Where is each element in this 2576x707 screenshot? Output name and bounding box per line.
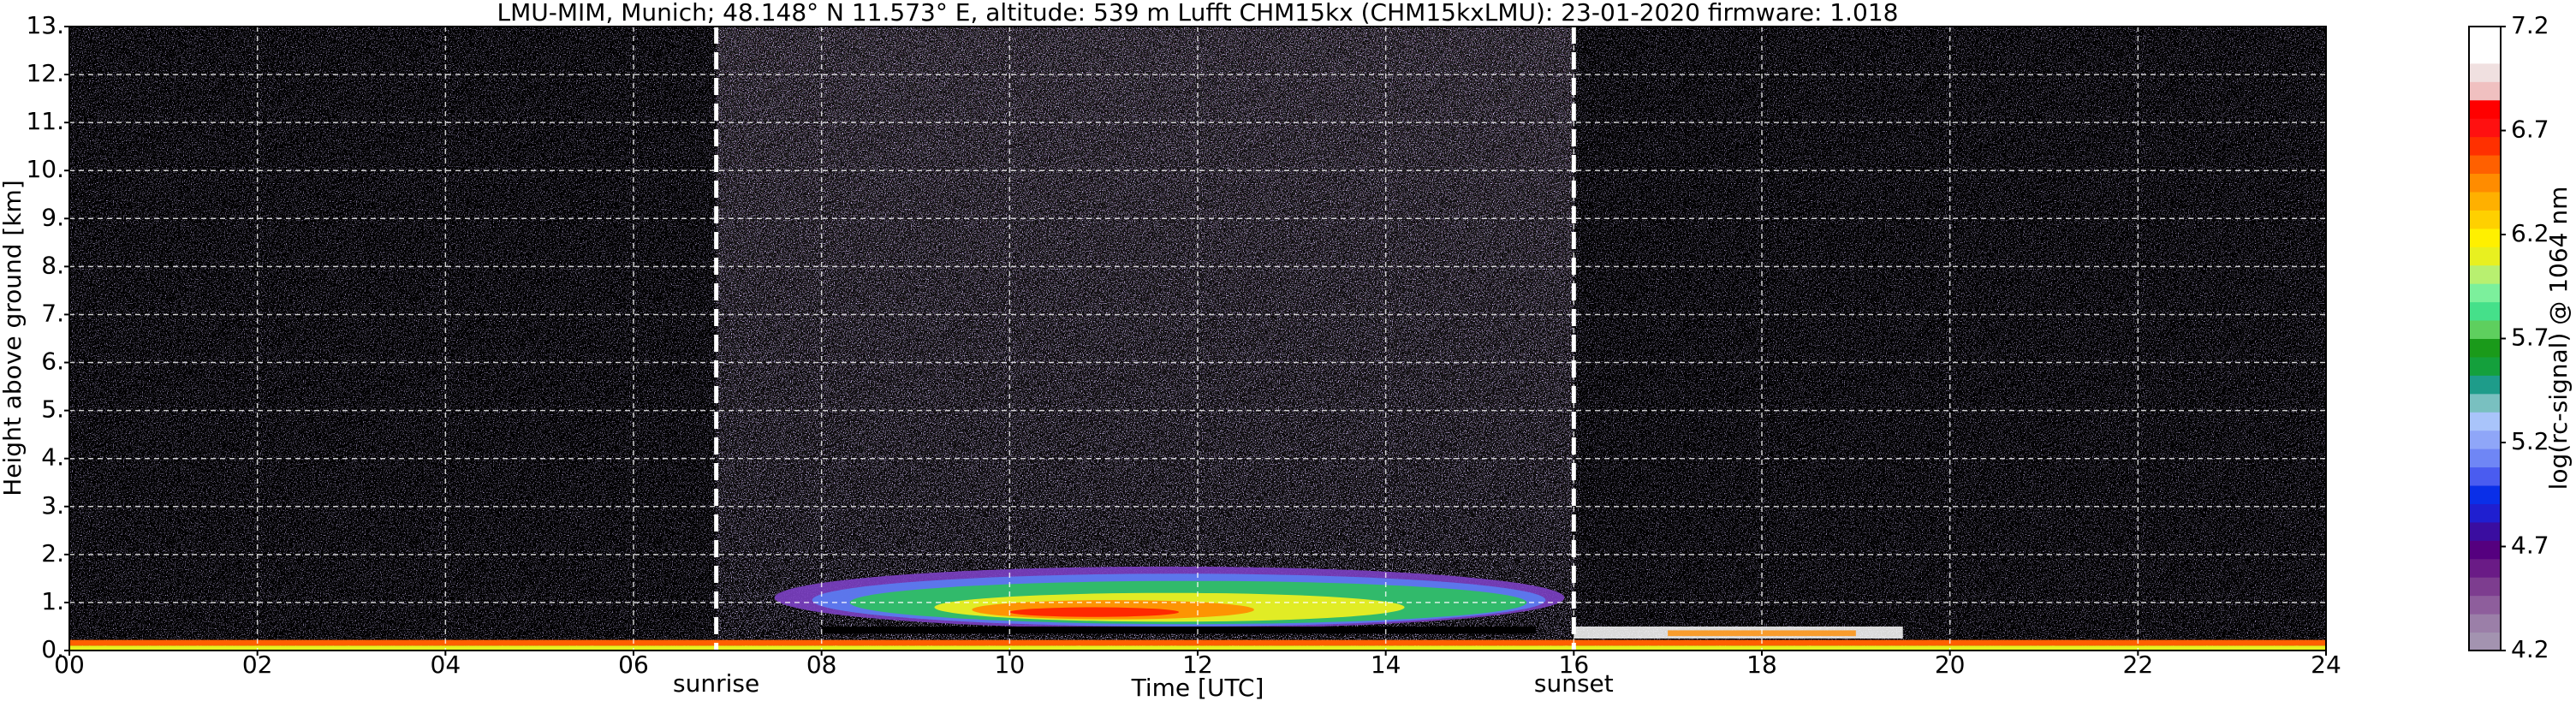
x-tick-label: 22 (2123, 651, 2154, 679)
colorbar-tick-label: 4.2 (2511, 635, 2549, 663)
y-tick-label: 13. (26, 11, 64, 39)
y-tick-label: 5. (41, 395, 64, 424)
colorbar-segment (2469, 301, 2501, 321)
y-tick-label: 6. (41, 348, 64, 376)
colorbar-segment (2469, 485, 2501, 504)
colorbar-segment (2469, 81, 2501, 101)
colorbar-segment (2469, 521, 2501, 541)
colorbar-segment (2469, 577, 2501, 597)
y-tick-label: 7. (41, 299, 64, 327)
colorbar-segment (2469, 412, 2501, 431)
y-axis-label: Height above ground [km] (0, 180, 27, 496)
colorbar-segment (2469, 191, 2501, 211)
y-tick-label: 2. (41, 539, 64, 567)
colorbar-segment (2469, 466, 2501, 486)
colorbar-tick-label: 6.2 (2511, 219, 2549, 247)
colorbar-segment (2469, 99, 2501, 119)
x-tick-label: 12 (1182, 651, 1213, 679)
colorbar-segment (2469, 173, 2501, 193)
y-tick-label: 4. (41, 443, 64, 472)
colorbar-segment (2469, 264, 2501, 284)
colorbar-segment (2469, 614, 2501, 633)
colorbar-segment (2469, 449, 2501, 468)
boundary-layer-base (821, 626, 1537, 634)
colorbar-segment (2469, 393, 2501, 413)
y-tick-label: 0. (41, 635, 64, 663)
x-tick-label: 06 (618, 651, 649, 679)
x-tick-label: 18 (1746, 651, 1777, 679)
colorbar-segment (2469, 27, 2501, 45)
colorbar-segment (2469, 118, 2501, 138)
colorbar-tick-label: 6.7 (2511, 116, 2549, 144)
colorbar-segment (2469, 247, 2501, 266)
colorbar-segment (2469, 558, 2501, 578)
y-tick-label: 9. (41, 203, 64, 231)
colorbar-segment (2469, 228, 2501, 247)
colorbar-tick-label: 7.2 (2511, 11, 2549, 39)
colorbar-segment (2469, 540, 2501, 560)
y-tick-label: 8. (41, 251, 64, 279)
heatmap-day-noise (716, 27, 1574, 651)
x-axis-label: Time [UTC] (1131, 674, 1264, 702)
y-tick-label: 1. (41, 587, 64, 615)
colorbar-segment (2469, 283, 2501, 303)
x-tick-label: 24 (2311, 651, 2341, 679)
x-tick-label: 04 (431, 651, 461, 679)
colorbar-segment (2469, 210, 2501, 229)
colorbar-tick-label: 5.2 (2511, 427, 2549, 455)
y-tick-label: 11. (26, 107, 64, 135)
colorbar-segment (2469, 45, 2501, 64)
colorbar-segment (2469, 430, 2501, 449)
colorbar-segment (2469, 503, 2501, 523)
colorbar-segment (2469, 155, 2501, 175)
colorbar-segment (2469, 595, 2501, 615)
colorbar-segment (2469, 356, 2501, 376)
x-tick-label: 20 (1935, 651, 1966, 679)
boundary-layer (1009, 607, 1180, 617)
colorbar-segment (2469, 338, 2501, 358)
colorbar-segment (2469, 632, 2501, 651)
y-tick-label: 12. (26, 59, 64, 87)
colorbar-segment (2469, 375, 2501, 395)
colorbar-tick-label: 4.7 (2511, 532, 2549, 560)
annotation-label: sunrise (673, 669, 759, 698)
y-tick-label: 3. (41, 491, 64, 520)
x-tick-label: 16 (1559, 651, 1590, 679)
x-tick-label: 02 (242, 651, 273, 679)
plot-frame (68, 26, 2327, 651)
colorbar-segment (2469, 320, 2501, 339)
x-tick-label: 00 (54, 651, 85, 679)
x-tick-label: 08 (806, 651, 837, 679)
colorbar-segment (2469, 62, 2501, 82)
x-tick-label: 10 (995, 651, 1026, 679)
annotation-label: sunset (1534, 669, 1614, 698)
y-tick-label: 10. (26, 155, 64, 183)
chart-title: LMU-MIM, Munich; 48.148° N 11.573° E, al… (497, 0, 1899, 27)
colorbar-tick-label: 5.7 (2511, 324, 2549, 352)
x-tick-label: 14 (1371, 651, 1401, 679)
colorbar-segment (2469, 136, 2501, 156)
colorbar-label: log(rc-signal) @ 1064 nm (2544, 187, 2573, 490)
